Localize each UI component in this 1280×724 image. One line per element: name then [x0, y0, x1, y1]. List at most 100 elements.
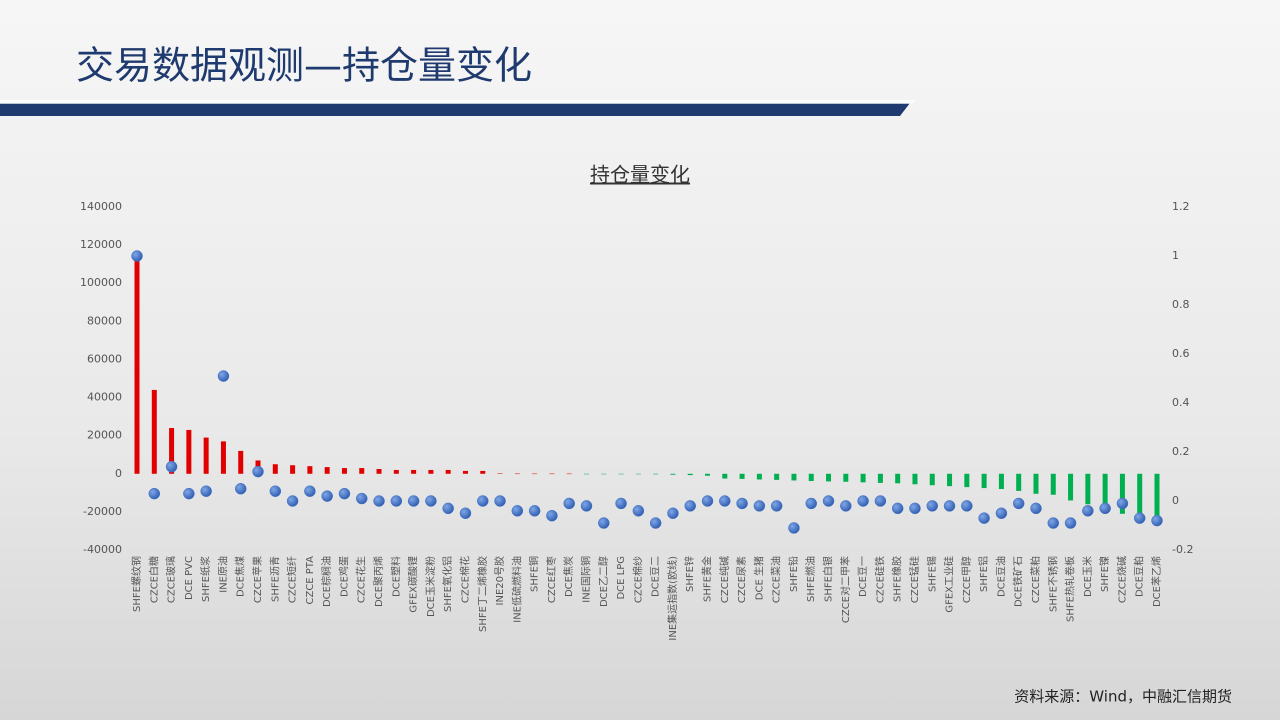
x-tick-label: SHFE锌 [683, 556, 696, 592]
x-tick-label: CZCE苹果 [251, 556, 264, 603]
point [286, 495, 299, 507]
x-tick-label: SHFE不锈钢 [1046, 556, 1059, 612]
bar [393, 469, 399, 474]
bar [1119, 473, 1125, 514]
x-tick-label: SHFE纸浆 [199, 556, 212, 602]
x-tick-label: SHFE氧化铝 [441, 556, 454, 612]
y-tick-label: 80000 [87, 314, 122, 327]
x-tick-label: CZCE白糖 [147, 556, 160, 603]
x-tick-label: SHFE镍 [1098, 556, 1111, 592]
bar [635, 473, 641, 475]
y2-tick-label: 0.6 [1172, 347, 1190, 360]
bar [238, 450, 244, 474]
x-tick-label: SHFE铝 [978, 556, 990, 592]
point [701, 495, 714, 507]
point [165, 460, 178, 473]
x-tick-label: GFEX碳酸锂 [407, 556, 420, 613]
bar [877, 473, 883, 483]
point [615, 497, 627, 510]
point [321, 490, 333, 502]
point [373, 495, 385, 507]
x-tick-label: SHFE锡 [925, 556, 938, 592]
bar [272, 464, 278, 474]
x-tick-label: INE集运指数(欧线) [666, 556, 679, 641]
bar [895, 473, 901, 484]
point [805, 497, 817, 510]
bar [964, 473, 970, 488]
x-tick-label: DCE玉米 [1081, 556, 1094, 597]
x-tick-label: SHFE铅 [787, 556, 800, 592]
bar [480, 470, 486, 474]
x-tick-label: DCE LPG [616, 556, 627, 600]
bar [186, 429, 192, 474]
bar [566, 473, 572, 475]
y-tick-label: 140000 [80, 200, 122, 213]
bar [376, 469, 382, 474]
bar [670, 473, 676, 475]
x-tick-label: INE原油 [216, 556, 229, 593]
bar [912, 473, 918, 485]
point [459, 507, 472, 519]
bar [1102, 473, 1108, 508]
title-band-highlight [0, 100, 915, 104]
point [442, 502, 454, 515]
x-tick-label: CZCE红枣 [545, 556, 558, 603]
point [874, 495, 887, 507]
point [269, 485, 282, 497]
point [407, 495, 420, 507]
bar [981, 473, 987, 489]
bar [549, 473, 555, 475]
point [926, 500, 939, 512]
y2-tick-label: 1 [1172, 249, 1179, 262]
bar [843, 473, 849, 482]
bar [497, 473, 503, 474]
point [131, 250, 143, 262]
point [563, 497, 575, 510]
y-tick-label: -40000 [83, 543, 122, 556]
point [788, 522, 800, 534]
x-tick-label: SHFE黄金 [701, 556, 714, 602]
bar [860, 473, 866, 483]
bar [929, 473, 935, 486]
bar [947, 473, 953, 487]
y2-tick-label: -0.2 [1172, 543, 1193, 556]
x-tick-label: CZCE菜粕 [1029, 556, 1042, 603]
bar [1050, 473, 1056, 495]
point [961, 500, 973, 512]
bar [601, 473, 607, 475]
point [148, 487, 161, 500]
point [183, 487, 195, 500]
point [909, 502, 921, 515]
x-tick-label: SHFE丁二烯橡胶 [476, 556, 489, 632]
point [390, 495, 403, 507]
bar [445, 469, 451, 474]
bar [687, 473, 693, 476]
bar [739, 473, 745, 479]
y-tick-label: 40000 [87, 391, 122, 404]
point [822, 495, 835, 507]
x-tick-label: DCE豆二 [650, 556, 662, 597]
point [1151, 514, 1163, 527]
point [355, 492, 368, 505]
point [200, 485, 212, 497]
chart-title: 持仓量变化 [590, 163, 690, 187]
point [477, 495, 489, 507]
bar [203, 437, 209, 474]
x-tick-label: SHFE铜 [529, 556, 541, 592]
point [978, 512, 990, 524]
x-tick-label: CZCE花生 [355, 556, 368, 603]
bar [583, 473, 589, 475]
point [1133, 512, 1146, 524]
point [511, 505, 524, 517]
point [1099, 502, 1111, 515]
bar [169, 428, 175, 474]
point [580, 500, 593, 512]
x-tick-label: INE国际铜 [580, 556, 592, 603]
x-tick-label: DCE鸡蛋 [337, 556, 350, 597]
x-tick-label: CZCE短纤 [286, 556, 299, 603]
x-tick-label: SHFE橡胶 [891, 556, 904, 602]
x-tick-label: INE低硫燃料油 [510, 556, 523, 623]
point [1116, 497, 1129, 510]
bar [1033, 473, 1039, 494]
x-tick-label: CZCE锰硅 [908, 556, 921, 603]
